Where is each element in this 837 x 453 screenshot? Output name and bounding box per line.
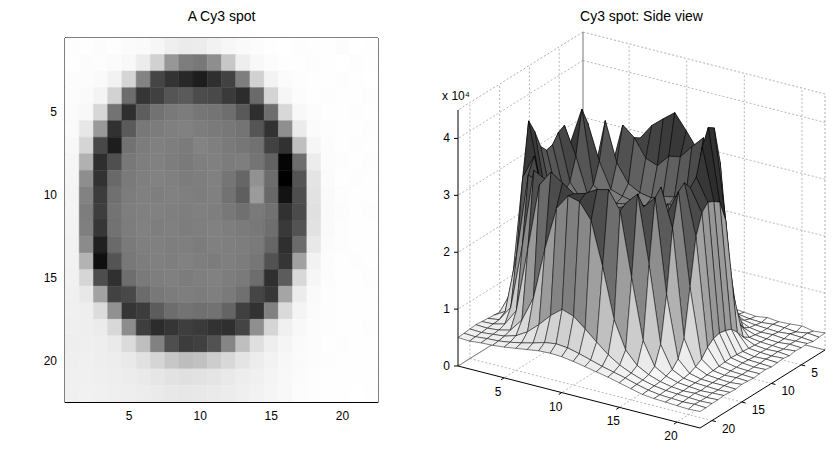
svg-text:15: 15 xyxy=(752,403,766,417)
svg-text:4: 4 xyxy=(443,131,450,145)
svg-text:20: 20 xyxy=(44,354,58,368)
svg-text:10: 10 xyxy=(44,188,58,202)
svg-text:5: 5 xyxy=(811,366,818,380)
svg-text:0: 0 xyxy=(443,359,450,373)
svg-text:20: 20 xyxy=(336,409,350,423)
svg-text:A Cy3 spot: A Cy3 spot xyxy=(188,8,256,24)
svg-text:5: 5 xyxy=(126,409,133,423)
svg-text:x 10⁴: x 10⁴ xyxy=(442,89,470,103)
svg-text:20: 20 xyxy=(722,422,736,436)
svg-text:10: 10 xyxy=(781,384,795,398)
svg-text:5: 5 xyxy=(50,105,57,119)
svg-text:1: 1 xyxy=(443,302,450,316)
svg-text:2: 2 xyxy=(443,245,450,259)
svg-text:10: 10 xyxy=(549,400,563,414)
svg-text:20: 20 xyxy=(664,429,678,443)
svg-text:15: 15 xyxy=(265,409,279,423)
svg-text:10: 10 xyxy=(193,409,207,423)
svg-text:Cy3 spot: Side view: Cy3 spot: Side view xyxy=(580,8,704,24)
svg-text:15: 15 xyxy=(607,414,621,428)
svg-text:15: 15 xyxy=(44,271,58,285)
svg-text:5: 5 xyxy=(495,385,502,399)
svg-text:3: 3 xyxy=(443,188,450,202)
